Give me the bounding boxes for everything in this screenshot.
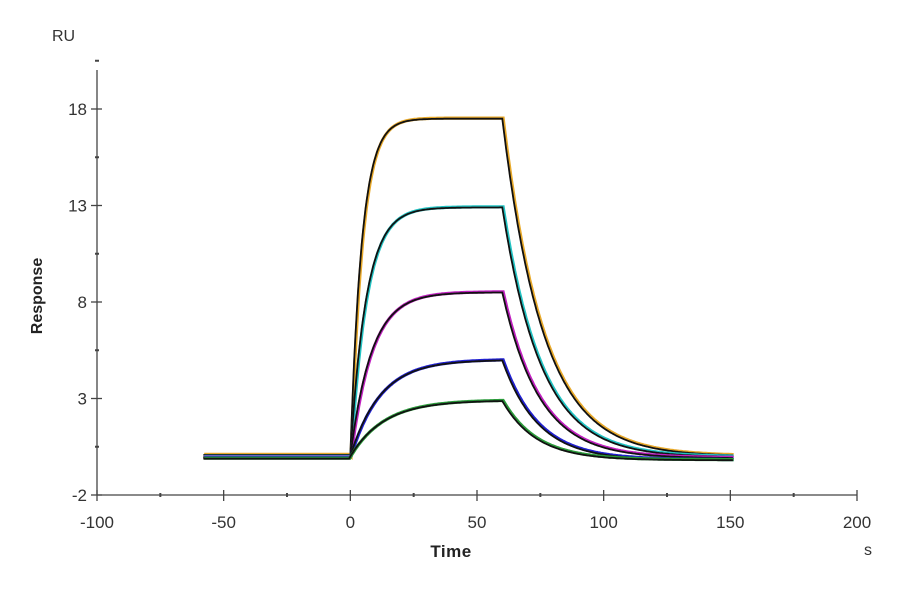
series-fit-line xyxy=(203,291,733,459)
y-tick-label: 3 xyxy=(78,390,87,409)
x-tick-label: 100 xyxy=(589,513,617,532)
y-axis-unit: RU xyxy=(52,28,76,45)
y-axis-label: Response xyxy=(29,257,46,335)
series-fit-line xyxy=(203,400,733,462)
x-tick-label: -100 xyxy=(80,513,114,532)
series-fit-line xyxy=(203,206,733,458)
series-raw-line xyxy=(204,205,734,458)
x-tick-label: 200 xyxy=(843,513,871,532)
x-tick-label: 150 xyxy=(716,513,744,532)
series-raw-line xyxy=(204,358,734,462)
x-axis-label: Time xyxy=(430,542,472,561)
y-tick-label: -2 xyxy=(72,486,87,505)
series-fit-line xyxy=(203,117,733,459)
x-axis-unit: s xyxy=(864,542,872,559)
y-tick-label: 18 xyxy=(68,100,87,119)
y-tick-label: 13 xyxy=(68,197,87,216)
series-raw-line xyxy=(204,290,734,459)
axes: -2 3 8 13 18 -100 -50 0 50 100 150 200 xyxy=(68,59,871,532)
y-tick-label: 8 xyxy=(78,293,87,312)
data-series xyxy=(203,116,734,462)
series-fit-line xyxy=(203,359,733,461)
x-tick-label: 0 xyxy=(346,513,355,532)
series-raw-line xyxy=(204,116,734,461)
x-tick-label: -50 xyxy=(211,513,236,532)
x-tick-label: 50 xyxy=(468,513,487,532)
